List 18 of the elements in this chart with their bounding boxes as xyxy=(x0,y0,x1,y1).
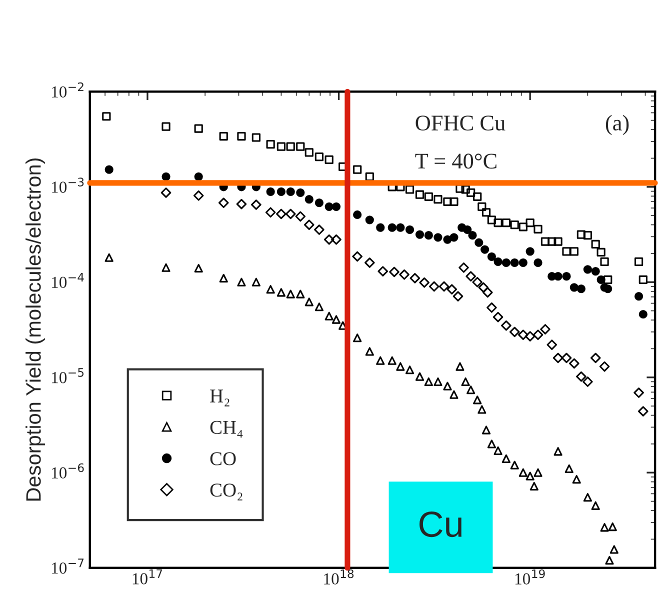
x-tick-label: 10$^{18}$ xyxy=(324,569,354,585)
y-tick-label: 10$^{−4}$ xyxy=(52,272,84,288)
y-tick-label: 10$^{−3}$ xyxy=(52,178,84,193)
y-tick-label: 10$^{−6}$ xyxy=(52,463,84,479)
legend-label: CO₂ xyxy=(210,484,242,500)
x-tick-label: 10$^{19}$ xyxy=(515,569,545,585)
annotation: T = 40°C xyxy=(415,154,496,169)
x-tick-label: 10$^{17}$ xyxy=(132,569,162,584)
legend-label: CH₄ xyxy=(210,420,243,438)
y-axis-title: Desorption Yield (molecules/electron) xyxy=(26,158,45,501)
y-tick-label: 10$^{−2}$ xyxy=(52,82,84,98)
legend-label: H₂ xyxy=(210,390,230,406)
legend-label: CO xyxy=(210,452,236,466)
y-tick-label: 10$^{−5}$ xyxy=(52,368,84,384)
annotation: OFHC Cu xyxy=(416,116,506,131)
y-tick-label: 10$^{−7}$ xyxy=(52,558,84,574)
annotation: (a) xyxy=(606,114,629,136)
annotation: Cu xyxy=(420,511,462,538)
